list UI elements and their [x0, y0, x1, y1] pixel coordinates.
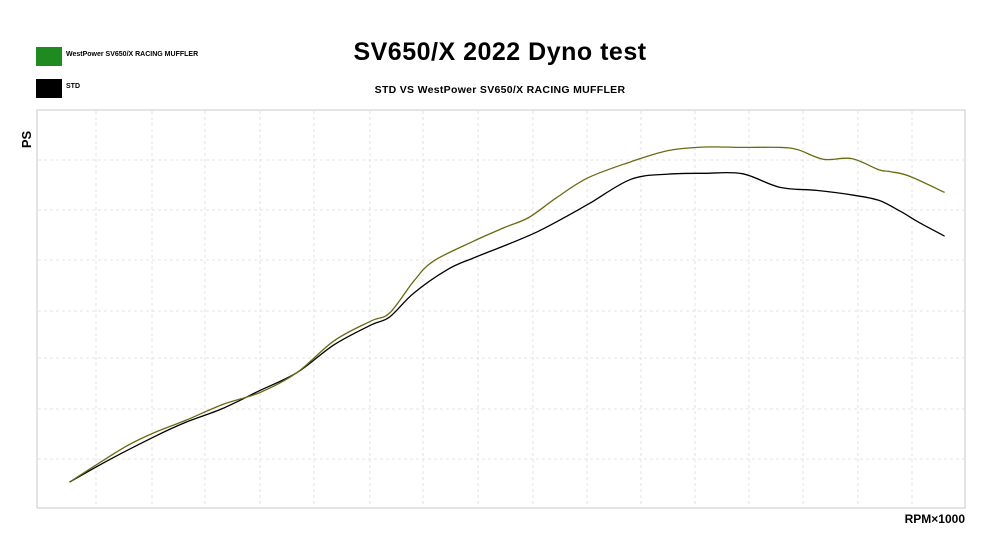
- series-line-westpower: [69, 146, 945, 483]
- legend-swatch-westpower: [36, 46, 62, 66]
- x-axis-label: RPM×1000: [904, 512, 965, 526]
- legend-label-westpower: WestPower SV650/X RACING MUFFLER: [66, 50, 199, 58]
- legend-item-westpower: WestPower SV650/X RACING MUFFLER: [36, 46, 198, 66]
- legend-label-std: STD: [66, 82, 80, 90]
- series-line-std: [69, 171, 945, 483]
- legend: WestPower SV650/X RACING MUFFLER STD: [36, 46, 198, 110]
- chart-subtitle: STD VS WestPower SV650/X RACING MUFFLER: [374, 84, 626, 96]
- legend-item-std: STD: [36, 78, 198, 98]
- plot-frame: [36, 109, 966, 509]
- legend-swatch-std: [36, 78, 62, 98]
- series-layer: [69, 146, 945, 483]
- chart-title: SV650/X 2022 Dyno test: [353, 38, 647, 66]
- grid: [38, 111, 964, 507]
